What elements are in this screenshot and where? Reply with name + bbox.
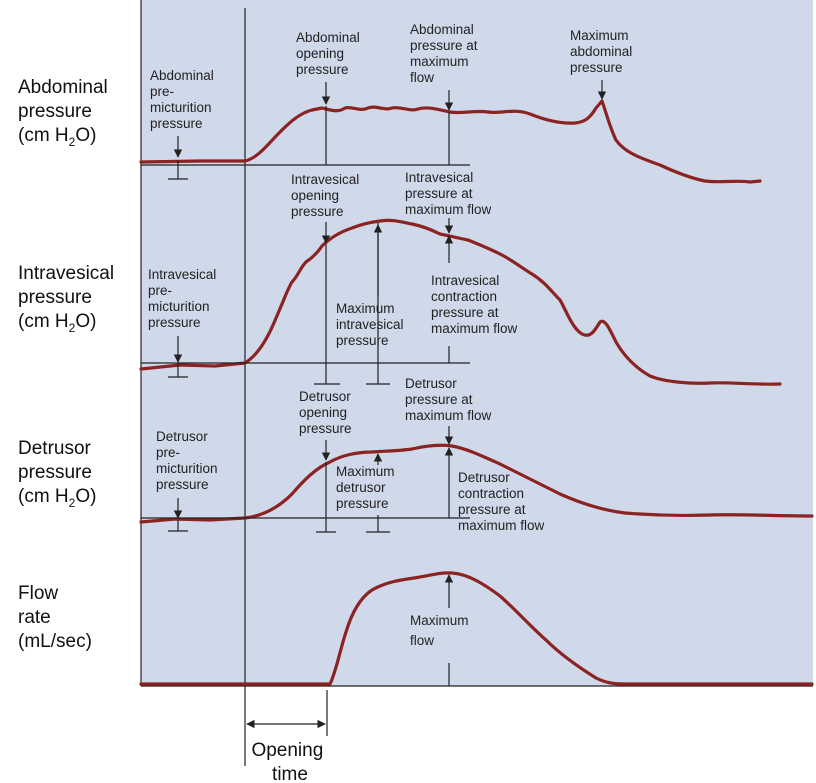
detrusor-pressure-curve [139, 443, 814, 524]
ives-max-text: Maximum intravesical pressure [336, 301, 407, 348]
opening-time-text: Opening time [251, 740, 328, 783]
det-premict-text: Detrusor pre- micturition pressure [156, 429, 221, 492]
intravesical-pressure-label: Intravesical pressure (cm H2O) [18, 263, 115, 335]
abdominal-pressure-curve [139, 99, 762, 184]
ives-contraction-text: Intravesical contraction pressure at max… [431, 273, 518, 336]
flow-rate-curve [139, 571, 814, 686]
abd-maxflow-text: Abdominal pressure at maximum flow [410, 22, 481, 85]
intravesical-pressure-curve [139, 218, 782, 386]
abd-max-text: Maximum abdominal pressure [570, 28, 636, 75]
det-maxflow-text: Detrusor pressure at maximum flow [405, 376, 492, 423]
abd-premict-text: Abdominal pre- micturition pressure [150, 68, 218, 131]
ives-premict-text: Intravesical pre- micturition pressure [148, 267, 220, 330]
detrusor-pressure-label: Detrusor pressure (cm H2O) [18, 438, 97, 510]
det-max-text: Maximum detrusor pressure [336, 464, 398, 511]
ives-opening-text: Intravesical opening pressure [291, 172, 363, 219]
panel-background [141, 0, 813, 686]
max-flow-text: Maximum flow [410, 613, 472, 648]
det-contraction-text: Detrusor contraction pressure at maximum… [458, 470, 545, 533]
flow-rate-label: Flow rate (mL/sec) [18, 583, 92, 652]
det-opening-text: Detrusor opening pressure [299, 389, 355, 436]
abdominal-pressure-label: Abdominal pressure (cm H2O) [18, 77, 108, 149]
abd-opening-text: Abdominal opening pressure [296, 30, 364, 77]
ives-maxflow-text: Intravesical pressure at maximum flow [405, 170, 492, 217]
